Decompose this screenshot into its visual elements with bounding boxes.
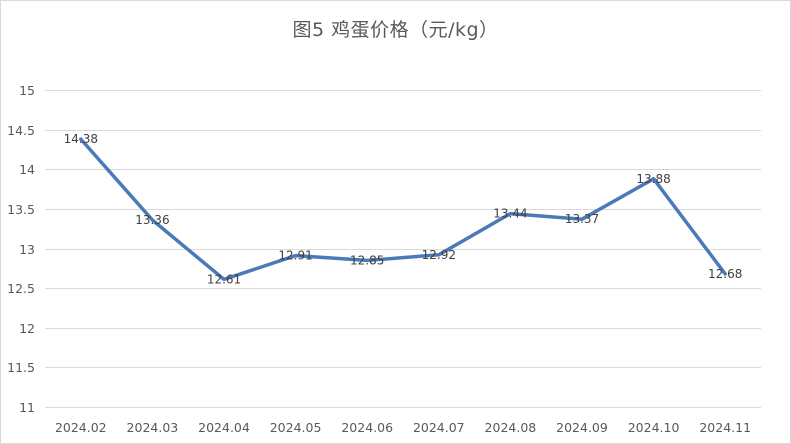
y-tick-label: 14 (19, 162, 35, 177)
y-tick-label: 15 (19, 83, 35, 98)
data-point (294, 254, 298, 258)
series (79, 137, 727, 282)
y-axis: 11 11.5 12 12.5 13 13.5 14 14.5 15 (7, 83, 35, 415)
x-tick-label: 2024.08 (485, 420, 537, 435)
data-point (79, 137, 83, 141)
data-point (508, 212, 512, 216)
data-point (150, 218, 154, 222)
data-label: 14.38 (64, 132, 98, 146)
x-tick-label: 2024.11 (699, 420, 751, 435)
data-point (365, 258, 369, 262)
x-axis: 2024.02 2024.03 2024.04 2024.05 2024.06 2024.… (55, 420, 751, 435)
data-point (723, 272, 727, 276)
x-tick-label: 2024.04 (198, 420, 250, 435)
data-label: 12.85 (350, 253, 384, 267)
gridlines (45, 90, 761, 408)
x-tick-label: 2024.05 (270, 420, 322, 435)
x-tick-label: 2024.02 (55, 420, 107, 435)
y-tick-label: 13 (19, 242, 35, 257)
y-tick-label: 14.5 (7, 123, 35, 138)
data-label: 13.88 (636, 172, 670, 186)
x-tick-label: 2024.10 (628, 420, 680, 435)
y-tick-label: 12 (19, 321, 35, 336)
data-label: 12.92 (422, 248, 456, 262)
x-tick-label: 2024.06 (341, 420, 393, 435)
data-label: 12.68 (708, 267, 742, 281)
data-label: 13.37 (565, 212, 599, 226)
data-label: 13.36 (135, 213, 169, 227)
y-tick-label: 12.5 (7, 281, 35, 296)
data-labels: 14.38 13.36 12.61 12.91 12.85 12.92 13.44 13.37… (64, 132, 743, 286)
series-line (79, 137, 727, 282)
data-label: 12.61 (207, 272, 241, 286)
y-tick-label: 11 (19, 400, 35, 415)
data-point (437, 253, 441, 257)
y-tick-label: 13.5 (7, 202, 35, 217)
x-tick-label: 2024.09 (556, 420, 608, 435)
chart-title: 图5 鸡蛋价格（元/kg） (292, 19, 499, 41)
data-label: 13.44 (493, 207, 527, 221)
data-point (222, 277, 226, 281)
data-label: 12.91 (278, 249, 312, 263)
y-tick-label: 11.5 (7, 360, 35, 375)
data-point (580, 217, 584, 221)
x-tick-label: 2024.07 (413, 420, 465, 435)
data-point (652, 177, 656, 181)
x-tick-label: 2024.03 (127, 420, 179, 435)
